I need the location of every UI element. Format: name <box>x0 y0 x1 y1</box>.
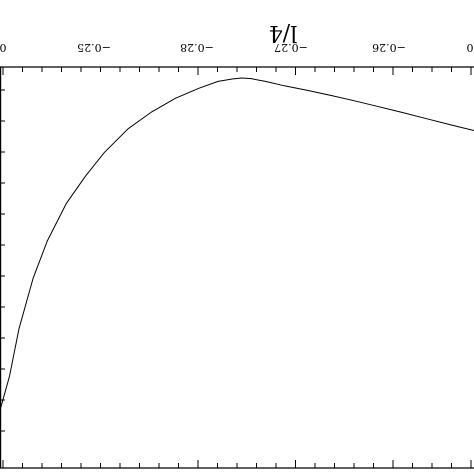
x-tick-label: −0.25 <box>77 41 111 54</box>
series-line <box>0 77 474 411</box>
x-axis-title: l/4 <box>269 20 297 45</box>
tick-labels: 0 −0.25 −0.28 −0.27 −0.26 0 <box>0 41 474 54</box>
x-tick-label: −0.28 <box>180 41 214 54</box>
tick-marks <box>0 67 472 468</box>
x-tick-label: −0.27 <box>274 41 308 54</box>
x-tick-label: 0 <box>0 41 7 54</box>
x-tick-label: 0 <box>467 41 474 54</box>
x-tick-label: −0.26 <box>372 41 406 54</box>
